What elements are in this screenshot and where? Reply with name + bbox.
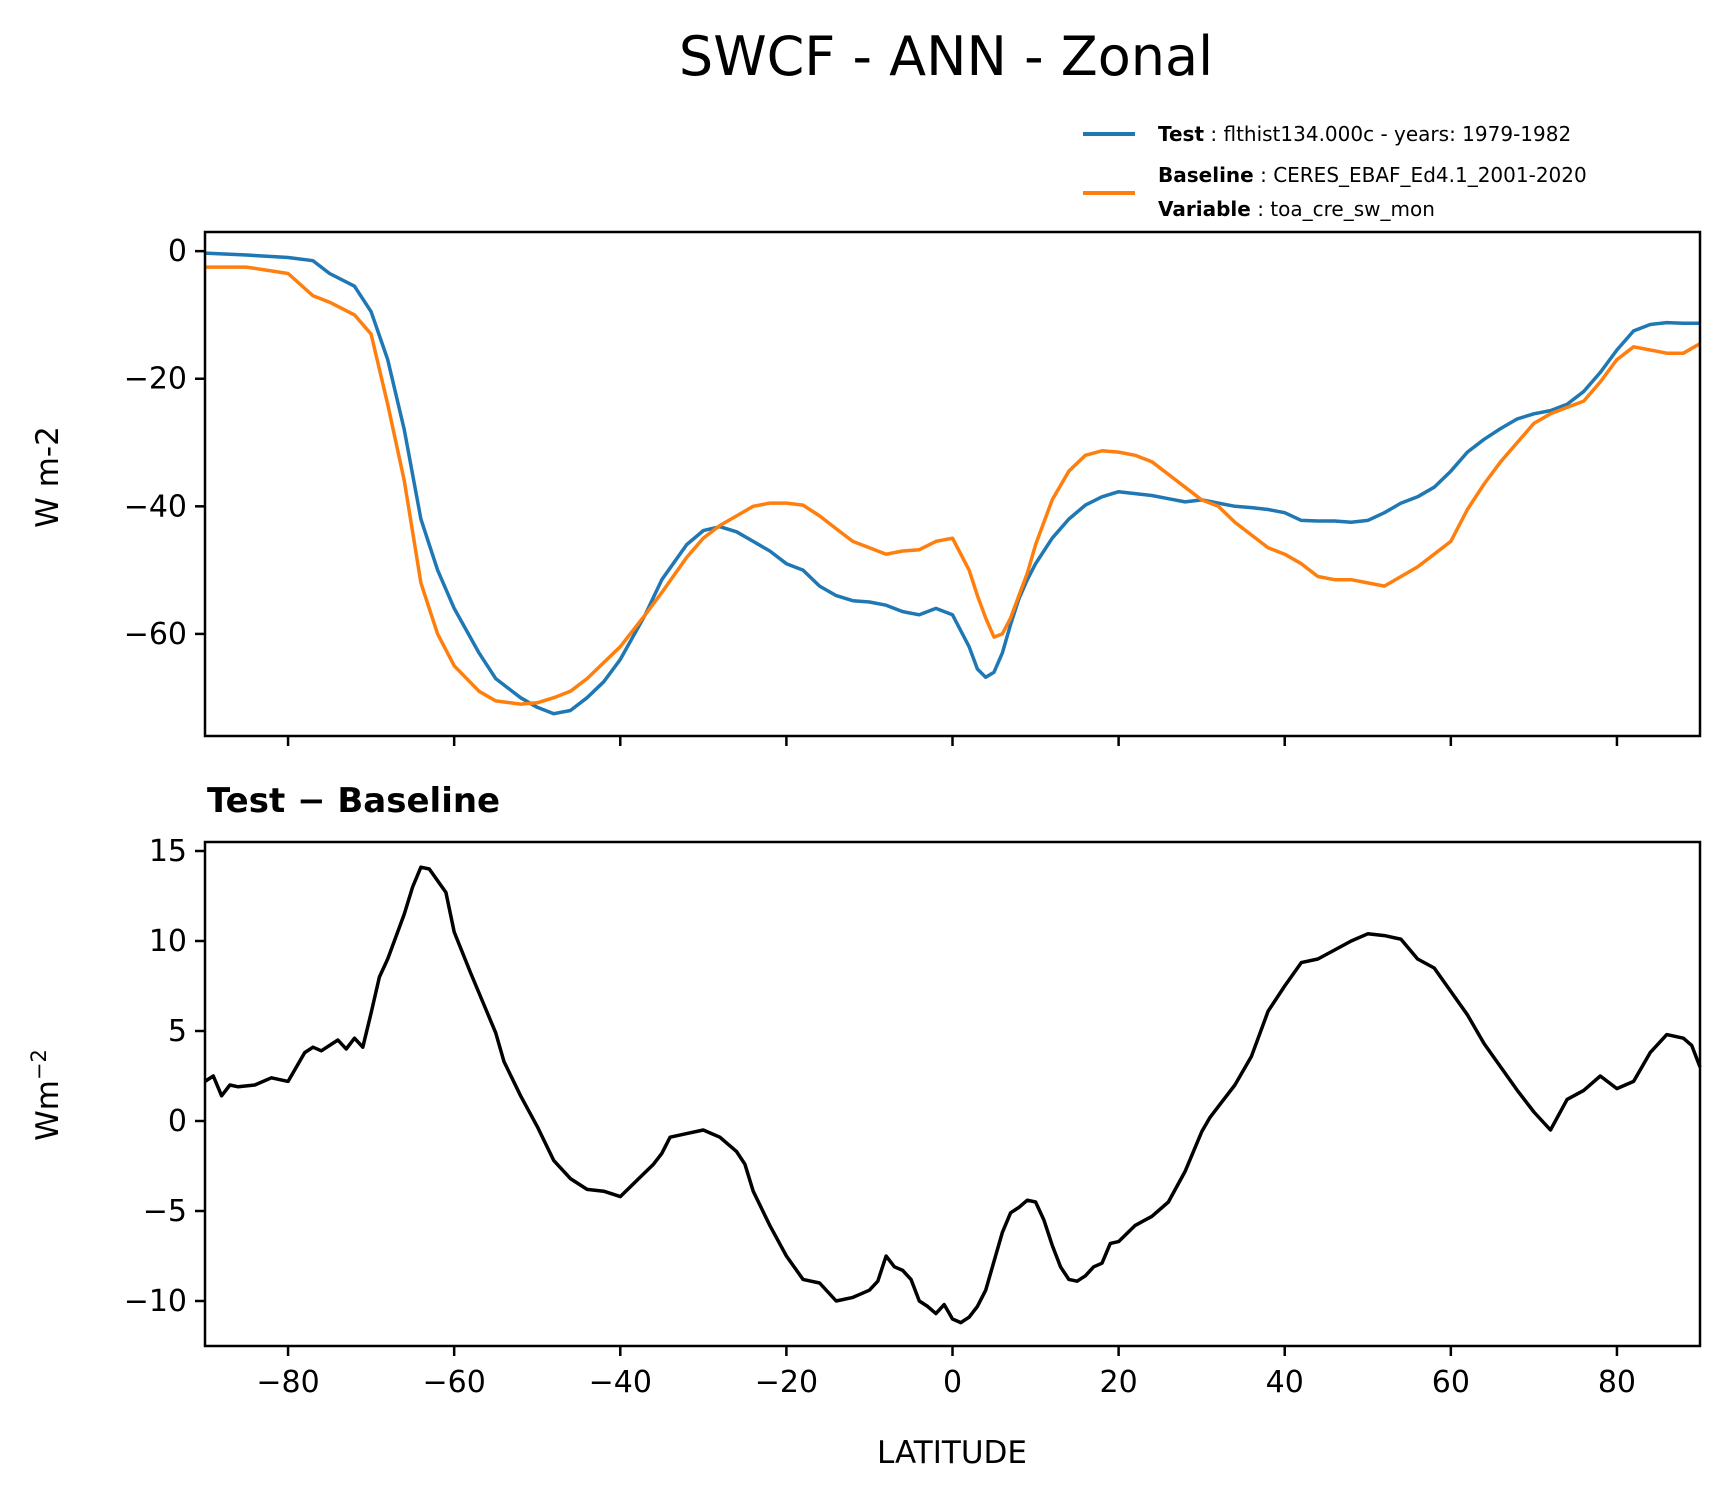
legend-text-test: flthist134.000c - years: 1979-1982 [1223,122,1571,146]
x-axis-label: LATITUDE [877,1435,1027,1471]
bottom-ylabel-base: Wm [30,1080,66,1141]
top-panel: W m-2 0 −20 −40 −60 [30,230,1702,746]
bottom-ylabel-exp: −2 [27,1049,51,1080]
xtick-label: 0 [943,1365,962,1400]
legend-key-baseline: Baseline [1158,163,1254,187]
top-ytick-label: −60 [124,617,187,652]
legend-text-baseline: CERES_EBAF_Ed4.1_2001-2020 [1273,163,1587,187]
legend-key-test: Test [1158,122,1204,146]
bottom-series-line-0 [204,865,1702,1325]
bottom-ytick-label: 10 [149,924,187,959]
legend-entry-test: Test : flthist134.000c - years: 1979-198… [1158,122,1571,146]
legend-entry-variable: Variable : toa_cre_sw_mon [1158,197,1435,221]
top-series-line-0 [204,251,1700,716]
bottom-ytick-label: 0 [168,1104,187,1139]
xtick-label: 20 [1100,1365,1138,1400]
top-ticks: 0 −20 −40 −60 [124,234,1619,746]
bottom-title: Test − Baseline [207,781,500,821]
bottom-panel: Test − Baseline Wm−2 15 10 5 0 −5 −10 −80 −60 −4… [27,781,1702,1471]
chart-title: SWCF - ANN - Zonal [679,25,1213,88]
xtick-label: −60 [423,1365,486,1400]
xtick-label: 80 [1598,1365,1636,1400]
xtick-label: −40 [589,1365,652,1400]
top-ylabel: W m-2 [30,426,66,528]
top-ytick-label: 0 [168,234,187,269]
top-ytick-label: −40 [124,489,187,524]
bottom-plot-frame [203,840,1702,1348]
xtick-label: −20 [755,1365,818,1400]
bottom-ylabel: Wm−2 [27,1049,66,1141]
xtick-label: −80 [256,1365,319,1400]
legend-key-variable: Variable [1158,197,1251,221]
bottom-ytick-label: 5 [168,1014,187,1049]
legend: Test : flthist134.000c - years: 1979-198… [1083,122,1587,221]
top-plot-frame [203,230,1702,738]
bottom-lines [204,865,1702,1325]
top-ytick-label: −20 [124,362,187,397]
top-series-line-1 [205,265,1701,706]
bottom-ytick-label: 15 [149,834,187,869]
bottom-ticks: 15 10 5 0 −5 −10 −80 −60 −40 −20 0 20 40 60 80 [124,834,1636,1400]
xtick-label: 40 [1266,1365,1304,1400]
top-lines [204,251,1701,716]
legend-entry-baseline: Baseline : CERES_EBAF_Ed4.1_2001-2020 [1158,163,1587,187]
bottom-ytick-label: −10 [124,1284,187,1319]
bottom-ytick-label: −5 [143,1194,187,1229]
xtick-label: 60 [1432,1365,1470,1400]
legend-text-variable: toa_cre_sw_mon [1270,197,1435,221]
